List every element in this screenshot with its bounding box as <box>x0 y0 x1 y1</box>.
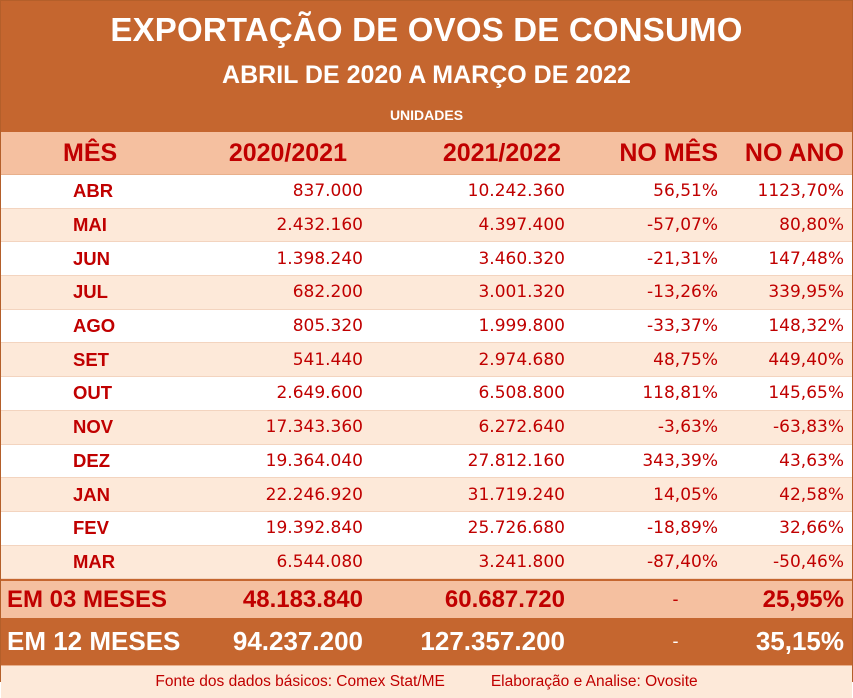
table-row: FEV 19.392.840 25.726.680 -18,89% 32,66% <box>1 512 852 546</box>
year-change-cell: 43,63% <box>779 450 844 471</box>
month-change-cell: -13,26% <box>647 282 718 303</box>
value-2020-2021-cell: 682.200 <box>292 282 363 303</box>
year-change-cell: 449,40% <box>768 349 844 370</box>
table-row: MAI 2.432.160 4.397.400 -57,07% 80,80% <box>1 208 852 243</box>
value-2020-2021-cell: 17.343.360 <box>265 417 363 438</box>
month-change-cell: -57,07% <box>647 215 718 236</box>
month-cell: ABR <box>73 180 114 202</box>
value-2021-2022-cell: 1.999.800 <box>478 316 565 337</box>
page-title: EXPORTAÇÃO DE OVOS DE CONSUMO <box>110 11 743 48</box>
value-2021-2022-cell: 10.242.360 <box>467 181 565 202</box>
month-change-cell: -18,89% <box>647 518 718 539</box>
month-change-cell: -3,63% <box>657 417 718 438</box>
year-change-cell: 148,32% <box>768 316 844 337</box>
table-row: OUT 2.649.600 6.508.800 118,81% 145,65% <box>1 377 852 411</box>
month-change-cell: -21,31% <box>647 248 718 269</box>
month-cell: JUN <box>73 247 111 269</box>
month-cell: SET <box>73 348 109 370</box>
table-header: EXPORTAÇÃO DE OVOS DE CONSUMO ABRIL DE 2… <box>1 1 852 132</box>
value-2021-2022-cell: 3.001.320 <box>478 282 565 303</box>
value-2021-2022-cell: 25.726.680 <box>467 518 565 539</box>
column-header-2021-2022: 2021/2022 <box>442 138 561 167</box>
total-value-2020-2021: 94.237.200 <box>232 626 363 657</box>
table-row: MAR 6.544.080 3.241.800 -87,40% -50,46% <box>1 545 852 580</box>
year-change-cell: 145,65% <box>768 383 844 404</box>
year-change-cell: 339,95% <box>768 282 844 303</box>
column-header-month-change: NO MÊS <box>619 138 718 167</box>
value-2020-2021-cell: 19.364.040 <box>265 450 363 471</box>
table-row: DEZ 19.364.040 27.812.160 343,39% 43,63% <box>1 445 852 479</box>
year-change-cell: 42,58% <box>779 484 844 505</box>
month-cell: MAR <box>73 550 116 572</box>
value-2021-2022-cell: 6.272.640 <box>478 417 565 438</box>
year-change-cell: 1123,70% <box>757 181 844 202</box>
value-2021-2022-cell: 27.812.160 <box>467 450 565 471</box>
total-label: EM 03 MESES <box>7 585 168 613</box>
table-row: SET 541.440 2.974.680 48,75% 449,40% <box>1 343 852 378</box>
value-2021-2022-cell: 2.974.680 <box>478 349 565 370</box>
month-change-cell: -87,40% <box>647 551 718 572</box>
value-2021-2022-cell: 3.241.800 <box>478 551 565 572</box>
value-2020-2021-cell: 2.649.600 <box>276 383 363 404</box>
total-year-change: 25,95% <box>762 585 844 613</box>
column-header-month: MÊS <box>63 138 118 167</box>
month-cell: FEV <box>73 517 109 539</box>
month-cell: DEZ <box>73 449 110 471</box>
table-row: AGO 805.320 1.999.800 -33,37% 148,32% <box>1 310 852 344</box>
total-value-2021-2022: 127.357.200 <box>420 626 565 657</box>
unit-label: UNIDADES <box>389 107 464 123</box>
table-row: JUN 1.398.240 3.460.320 -21,31% 147,48% <box>1 242 852 277</box>
month-change-cell: -33,37% <box>647 316 718 337</box>
month-change-cell: 48,75% <box>653 349 718 370</box>
value-2020-2021-cell: 805.320 <box>292 316 363 337</box>
value-2020-2021-cell: 837.000 <box>292 181 363 202</box>
table-row: NOV 17.343.360 6.272.640 -3,63% -63,83% <box>1 410 852 445</box>
year-change-cell: -63,83% <box>773 417 844 438</box>
table-row: ABR 837.000 10.242.360 56,51% 1123,70% <box>1 175 852 209</box>
total-label: EM 12 MESES <box>7 626 181 657</box>
table-row: JUL 682.200 3.001.320 -13,26% 339,95% <box>1 276 852 310</box>
year-change-cell: 80,80% <box>779 215 844 236</box>
year-change-cell: -50,46% <box>773 551 844 572</box>
table-body: ABR 837.000 10.242.360 56,51% 1123,70% MAI 2.4… <box>1 174 852 580</box>
month-cell: AGO <box>73 315 116 337</box>
year-change-cell: 32,66% <box>779 518 844 539</box>
value-2021-2022-cell: 4.397.400 <box>478 215 565 236</box>
total-row-3-months: EM 03 MESES 48.183.840 60.687.720 - 25,9… <box>1 579 852 619</box>
month-cell: JAN <box>73 483 111 505</box>
column-header-year-change: NO ANO <box>744 138 844 167</box>
month-cell: MAI <box>73 214 107 236</box>
value-2020-2021-cell: 6.544.080 <box>276 551 363 572</box>
source-note: Fonte dos dados básicos: Comex Stat/ME <box>155 673 445 691</box>
value-2020-2021-cell: 1.398.240 <box>276 248 363 269</box>
value-2020-2021-cell: 22.246.920 <box>265 484 363 505</box>
total-row-12-months: EM 12 MESES 94.237.200 127.357.200 - 35,… <box>1 618 852 666</box>
year-change-cell: 147,48% <box>768 248 844 269</box>
value-2021-2022-cell: 6.508.800 <box>478 383 565 404</box>
value-2021-2022-cell: 31.719.240 <box>467 484 565 505</box>
total-month-change: - <box>672 589 679 610</box>
value-2021-2022-cell: 3.460.320 <box>478 248 565 269</box>
value-2020-2021-cell: 19.392.840 <box>265 518 363 539</box>
column-header-2020-2021: 2020/2021 <box>228 138 347 167</box>
month-change-cell: 14,05% <box>653 484 718 505</box>
month-cell: NOV <box>73 416 114 438</box>
total-month-change: - <box>672 631 679 652</box>
value-2020-2021-cell: 541.440 <box>292 349 363 370</box>
total-value-2020-2021: 48.183.840 <box>242 585 363 613</box>
value-2020-2021-cell: 2.432.160 <box>276 215 363 236</box>
month-change-cell: 343,39% <box>642 450 718 471</box>
month-change-cell: 56,51% <box>653 181 718 202</box>
total-value-2021-2022: 60.687.720 <box>444 585 565 613</box>
column-headers: MÊS 2020/2021 2021/2022 NO MÊS NO ANO <box>1 132 852 174</box>
table-row: JAN 22.246.920 31.719.240 14,05% 42,58% <box>1 478 852 512</box>
page-subtitle: ABRIL DE 2020 A MARÇO DE 2022 <box>222 61 631 89</box>
total-year-change: 35,15% <box>755 626 844 657</box>
month-change-cell: 118,81% <box>642 383 718 404</box>
month-cell: JUL <box>73 281 108 303</box>
month-cell: OUT <box>73 382 113 404</box>
credit-note: Elaboração e Analise: Ovosite <box>490 673 698 691</box>
